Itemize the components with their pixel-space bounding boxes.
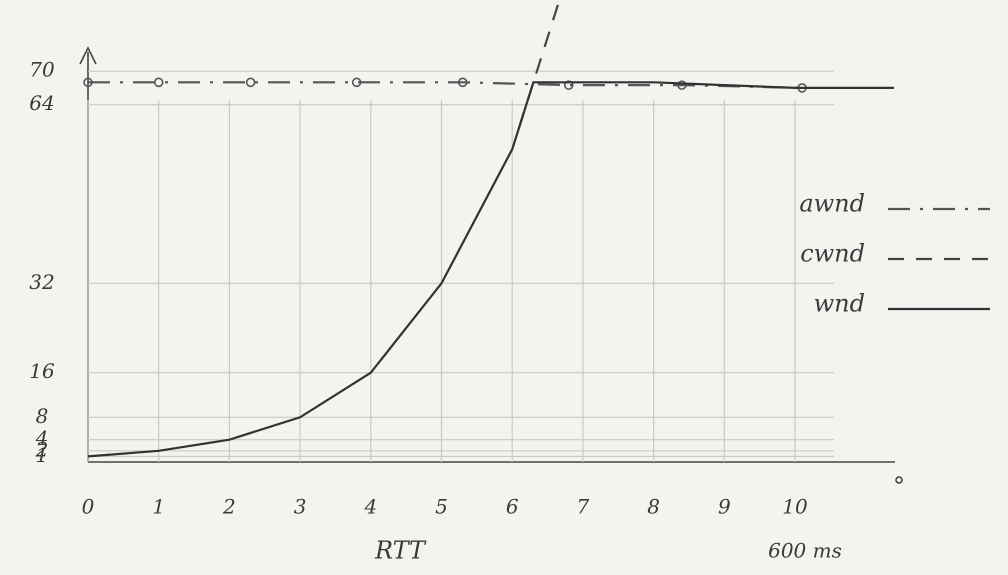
x-tick-label: 2 xyxy=(222,495,236,519)
chart: RTT 600 ms 124816326470012345678910awndc… xyxy=(0,0,1008,575)
point xyxy=(155,78,163,86)
series-line xyxy=(88,82,894,456)
y-tick-label: 32 xyxy=(29,270,54,294)
grid xyxy=(88,71,834,462)
x-tick-label: 0 xyxy=(82,495,95,519)
x-tick-label: 8 xyxy=(647,495,660,519)
x-tick-label: 4 xyxy=(363,495,377,519)
legend-label: cwnd xyxy=(800,240,865,268)
point xyxy=(247,78,255,86)
annotation: 600 ms xyxy=(768,539,842,563)
plot xyxy=(84,0,894,456)
y-tick-label: 4 xyxy=(35,426,49,450)
x-tick-label: 3 xyxy=(294,495,307,519)
x-tick-label: 1 xyxy=(152,495,165,519)
x-tick-label: 6 xyxy=(506,495,519,519)
legend-label: awnd xyxy=(799,190,865,218)
y-tick-label: 16 xyxy=(29,359,55,383)
y-tick-label: 64 xyxy=(29,91,54,115)
x-tick-label: 5 xyxy=(435,495,448,519)
series-line xyxy=(519,0,569,127)
page: {"chart_data": { "type": "line", "x_labe… xyxy=(0,0,1008,575)
legend-label: wnd xyxy=(814,290,865,318)
y-tick-label: 8 xyxy=(36,404,49,428)
x-tick-label: 9 xyxy=(718,495,731,519)
x-tick-label: 10 xyxy=(782,495,808,519)
x-axis-label: RTT xyxy=(374,537,427,565)
x-axis-end xyxy=(896,477,902,483)
x-tick-label: 7 xyxy=(577,495,590,519)
y-tick-label: 70 xyxy=(29,58,55,82)
